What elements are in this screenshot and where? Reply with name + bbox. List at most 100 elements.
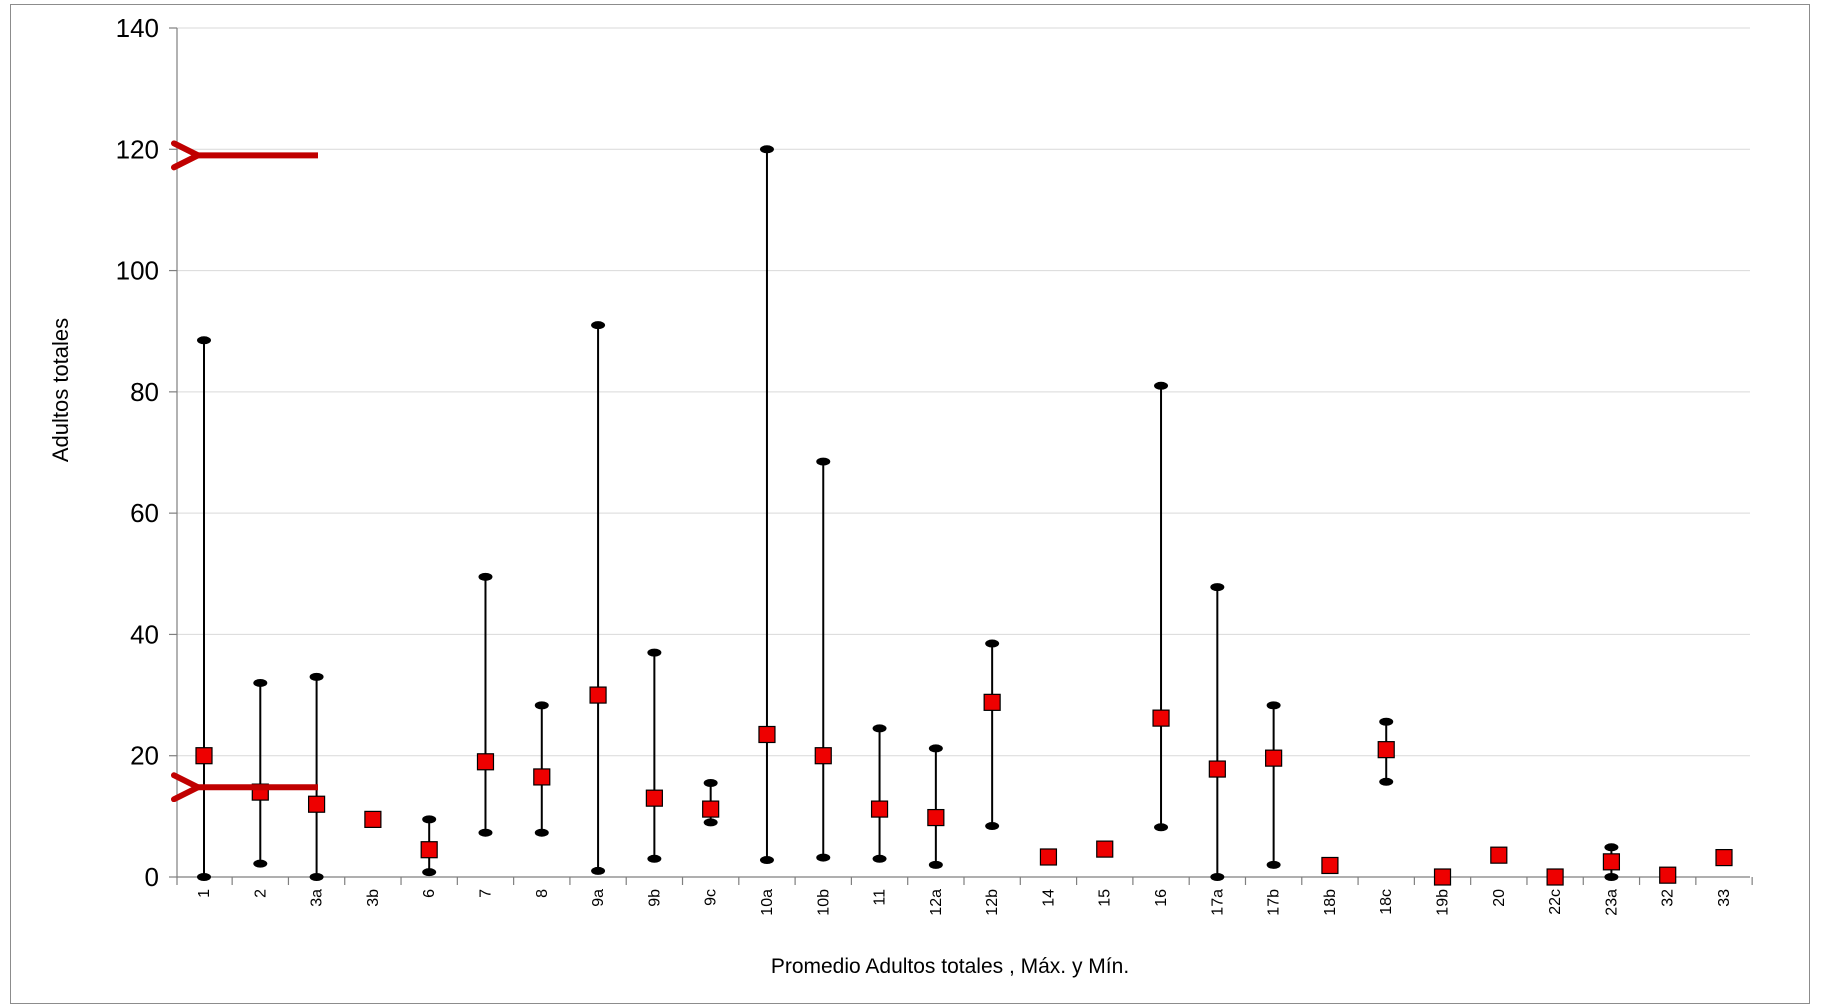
mean-marker [1096,840,1114,858]
min-marker [197,873,211,881]
min-marker [759,856,774,865]
min-marker [703,818,718,827]
x-tick-label: 14 [1040,889,1057,907]
x-tick-label: 6 [421,889,438,898]
mean-marker [702,800,720,818]
mean-marker [1321,856,1339,875]
y-tick-label: 60 [130,498,159,528]
x-tick-label: 3b [365,889,382,907]
y-tick-label: 20 [130,741,159,771]
x-tick-label: 33 [1716,889,1733,907]
min-marker [816,853,831,862]
y-tick-labels: 0 20 40 60 80 100 120 140 [116,13,159,892]
min-marker [591,866,606,875]
y-tick-label: 100 [116,256,159,286]
mean-marker [1265,749,1283,767]
x-tick-label: 7 [477,889,494,898]
mean-marker [814,747,832,765]
max-marker [872,724,887,733]
max-marker [759,145,774,154]
max-marker [197,336,211,345]
min-marker [1154,823,1169,832]
min-marker [1266,860,1281,869]
y-axis-label: Adultos totales [48,318,73,462]
max-marker [928,744,943,753]
x-tick-label: 18b [1322,889,1339,916]
mean-marker [758,725,776,744]
min-marker [422,868,437,877]
max-marker [1266,701,1281,710]
min-marker [928,860,943,869]
mean-marker [1659,866,1677,884]
max-marker [591,321,606,330]
min-marker [985,822,1000,831]
mean-marker [1433,868,1452,886]
max-marker [703,779,718,788]
y-tick-label: 80 [130,377,159,407]
x-tick-label: 16 [1153,889,1170,907]
mean-marker [533,768,551,786]
x-tick-label: 3a [309,889,326,907]
max-marker [647,648,662,657]
x-tick-label: 2 [252,889,269,898]
mean-marker [1715,848,1733,867]
max-marker [1210,583,1225,592]
x-tick-label: 17b [1266,889,1283,916]
y-tick-label: 40 [130,619,159,649]
y-tick-label: 0 [145,862,159,892]
min-marker [534,828,549,837]
max-marker [253,678,268,687]
mean-marker [1546,868,1564,886]
mean-marker [983,693,1001,711]
x-tick-label: 9c [703,889,720,906]
max-marker [422,815,437,824]
max-marker [534,701,549,710]
min-marker [1210,873,1225,881]
max-marker [816,457,831,466]
max-marker [1154,381,1169,390]
max-marker [985,639,1000,648]
x-tick-label: 9a [590,889,607,907]
mean-marker [927,808,945,827]
max-marker [478,572,493,581]
mean-marker [1377,741,1395,759]
x-tick-label: 18c [1378,889,1395,915]
min-marker [647,854,662,863]
x-tick-label: 8 [534,889,551,898]
x-tick-label: 10b [815,889,832,916]
min-marker [478,828,493,837]
x-axis-label: Promedio Adultos totales , Máx. y Mín. [771,955,1129,978]
mean-markers [195,686,1733,886]
mean-marker [1039,848,1058,866]
x-tick-label: 12b [984,889,1001,916]
x-tick-label: 15 [1097,889,1114,907]
axes [169,27,1753,885]
x-tick-label: 11 [872,889,889,906]
range-bars [197,145,1619,881]
y-tick-label: 140 [116,13,159,43]
mean-marker [1602,853,1621,871]
max-marker [1379,717,1394,726]
mean-marker [307,795,326,813]
min-marker [1604,873,1619,881]
x-tick-label: 23a [1603,889,1620,916]
min-marker [1379,777,1394,786]
gridlines [177,27,1750,757]
min-marker [872,854,887,863]
mean-marker [870,800,889,818]
mean-marker [476,753,495,771]
x-tick-label: 19b [1435,889,1452,916]
max-marker [1604,843,1619,852]
x-tick-label: 32 [1660,889,1677,907]
x-tick-label: 9b [646,889,663,907]
mean-marker [589,686,607,704]
x-tick-label: 17a [1209,889,1226,916]
mean-marker [364,810,382,828]
x-tick-label: 10a [759,889,776,916]
x-tick-label: 20 [1491,889,1508,907]
mean-marker [195,747,213,765]
mean-marker [1490,846,1508,864]
min-marker [309,873,324,881]
x-tick-label: 22c [1547,889,1564,915]
